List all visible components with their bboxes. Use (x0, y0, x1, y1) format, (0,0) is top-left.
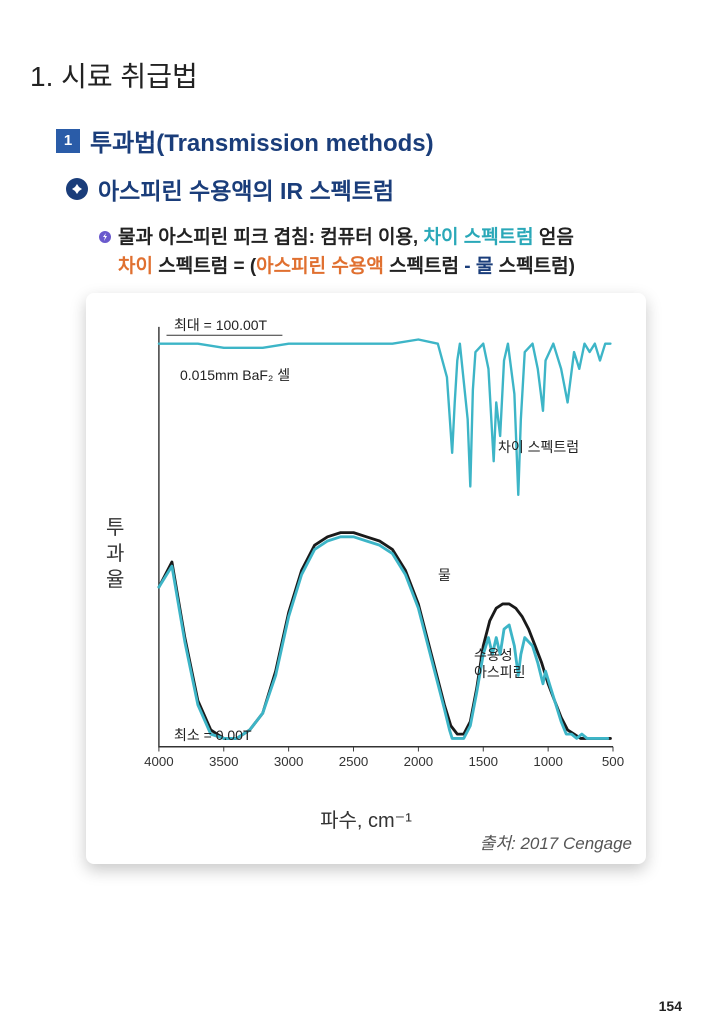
section-title: 투과법(Transmission methods) (90, 123, 434, 158)
svg-text:4000: 4000 (144, 754, 174, 769)
body-segment-teal: 차이 스펙트럼 (423, 227, 533, 248)
svg-text:2500: 2500 (339, 754, 369, 769)
chart-wrapper: 투 과 율 4000 3500 3000 2500 2000 1500 1000 500 최대… (100, 307, 632, 802)
annot-max: 최대 = 100.00T (174, 315, 267, 335)
annot-cell: 0.015mm BaF₂ 셀 (180, 365, 290, 385)
body-segment: 스펙트럼) (493, 256, 575, 277)
annot-min: 최소 = 0.00T (174, 725, 252, 745)
annot-water: 물 (438, 565, 451, 585)
page-number: 154 (659, 998, 682, 1014)
svg-text:1000: 1000 (533, 754, 563, 769)
svg-text:3500: 3500 (209, 754, 239, 769)
body-segment-navy: - 물 (464, 256, 493, 277)
body-segment: 물과 아스피린 피크 겹침: 컴퓨터 이용, (118, 227, 423, 248)
svg-text:500: 500 (602, 754, 624, 769)
lightning-bullet-icon (98, 230, 112, 244)
svg-text:2000: 2000 (404, 754, 434, 769)
svg-text:1500: 1500 (468, 754, 498, 769)
annot-aspirin: 수용성아스피린 (474, 647, 526, 681)
body-segment-orange: 차이 (118, 256, 153, 277)
section-heading-row: 1 투과법(Transmission methods) (56, 123, 686, 158)
body-segment: 스펙트럼 = ( (153, 256, 256, 277)
body-segment: 스펙트럼 (384, 256, 464, 277)
y-axis-label: 투 과 율 (106, 515, 124, 593)
body-text: 물과 아스피린 피크 겹침: 컴퓨터 이용, 차이 스펙트럼 얻음 차이 스펙트… (98, 224, 686, 281)
subsection-title: 아스피린 수용액의 IR 스펙트럼 (98, 172, 394, 206)
ir-spectrum-chart-card: 투 과 율 4000 3500 3000 2500 2000 1500 1000 500 최대… (86, 293, 646, 864)
svg-text:3000: 3000 (274, 754, 304, 769)
page-heading: 1. 시료 취급법 (30, 55, 686, 95)
nav-bullet-icon (66, 178, 88, 200)
annot-diff: 차이 스펙트럼 (498, 437, 579, 457)
body-segment: 얻음 (534, 227, 574, 248)
subsection-heading-row: 아스피린 수용액의 IR 스펙트럼 (66, 172, 686, 206)
body-segment-orange: 아스피린 수용액 (256, 256, 384, 277)
section-number-box: 1 (56, 129, 80, 153)
